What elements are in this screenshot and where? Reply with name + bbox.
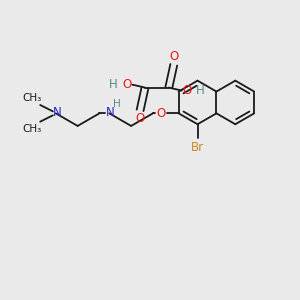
Text: O: O	[169, 50, 178, 63]
Text: O: O	[182, 84, 191, 97]
Text: Br: Br	[191, 140, 204, 154]
Text: CH₃: CH₃	[22, 124, 42, 134]
Text: O: O	[156, 107, 166, 120]
Text: O: O	[123, 78, 132, 91]
Text: N: N	[52, 106, 61, 119]
Text: H: H	[196, 84, 205, 97]
Text: N: N	[106, 106, 115, 119]
Text: H: H	[109, 78, 118, 91]
Text: CH₃: CH₃	[22, 93, 42, 103]
Text: H: H	[113, 99, 121, 110]
Text: O: O	[136, 112, 145, 125]
